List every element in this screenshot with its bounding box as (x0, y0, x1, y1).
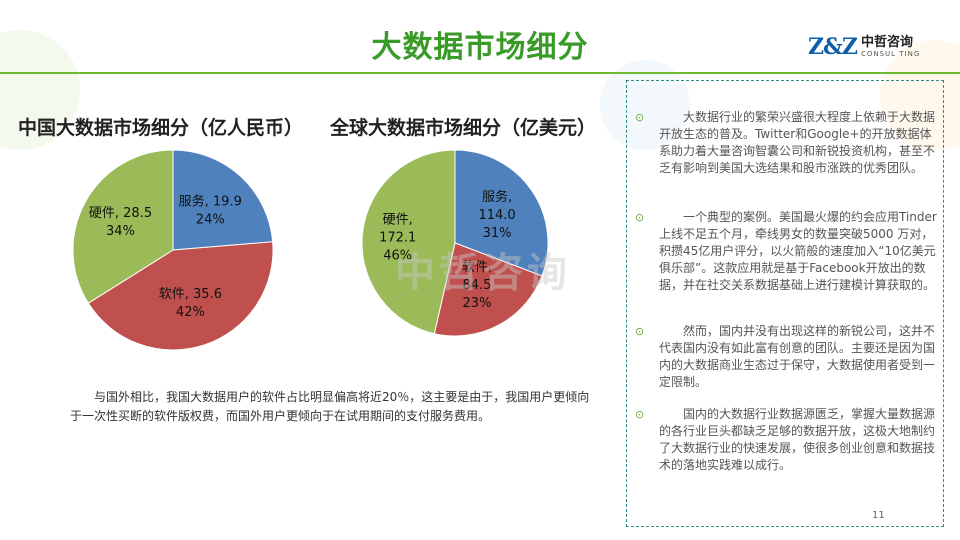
bullet-text: 大数据行业的繁荣兴盛很大程度上依赖于大数据开放生态的普及。Twitter和Goo… (659, 110, 936, 175)
slice-label: 34% (106, 224, 135, 239)
slice-label: 114.0 (478, 208, 515, 223)
slice-label: 23% (463, 296, 492, 311)
slice-label: 软件, 35.6 (159, 287, 222, 302)
pie-slice-service (454, 149, 549, 277)
logo-english-name: CONSUL TING (860, 50, 921, 58)
pie-chart-global: 服务, 114.0 31% 软件, 84.5 23% 硬件, 172.1 46% (361, 149, 549, 337)
chart-title-china: 中国大数据市场细分（亿人民币） (18, 117, 304, 139)
bullet-item: ⊙ 国内的大数据行业数据源匮乏，掌握大量数据源的各行业巨头都缺乏足够的数据开放，… (635, 406, 937, 474)
slice-label: 软件, (462, 260, 492, 275)
bullet-icon: ⊙ (635, 325, 645, 338)
slice-label: 24% (196, 213, 225, 228)
slice-label: 服务, 19.9 (179, 194, 242, 210)
watermark: 中哲咨询 (395, 250, 571, 296)
bullet-text: 国内的大数据行业数据源匮乏，掌握大量数据源的各行业巨头都缺乏足够的数据开放，这极… (659, 407, 936, 472)
pie-slice-hardware (72, 149, 174, 304)
commentary-panel: ⊙ 大数据行业的繁荣兴盛很大程度上依赖于大数据开放生态的普及。Twitter和G… (626, 80, 944, 527)
logo-mark: Z&Z (808, 34, 858, 60)
pie-slice-service (172, 149, 274, 251)
title-divider (0, 72, 960, 74)
slice-label: 31% (483, 226, 512, 241)
slice-label: 硬件, 28.5 (89, 206, 152, 221)
bullet-icon: ⊙ (635, 111, 645, 124)
pie-slice-software (87, 241, 274, 351)
bullet-icon: ⊙ (635, 408, 645, 421)
slice-label: 42% (176, 305, 205, 320)
logo-chinese-name: 中哲咨询 (860, 35, 913, 50)
company-logo: Z&Z 中哲咨询 CONSUL TING (808, 34, 920, 60)
chart-title-global: 全球大数据市场细分（亿美元） (330, 117, 597, 139)
slice-label: 84.5 (463, 278, 492, 293)
analysis-paragraph: 与国外相比，我国大数据用户的软件占比明显偏高将近20％，这主要是由于，我国用户更… (70, 390, 590, 423)
page-title: 大数据市场细分 (371, 30, 589, 65)
bullet-text: 然而，国内并没有出现这样的新锐公司，这并不代表国内没有如此富有创意的团队。主要还… (659, 324, 936, 389)
bullet-text: 一个典型的案例。美国最火爆的约会应用Tinder上线不足五个月，牵线男女的数量突… (659, 210, 937, 292)
slice-label: 硬件, (383, 213, 413, 228)
pie-chart-china: 服务, 19.9 24% 软件, 35.6 42% 硬件, 28.5 34% (72, 149, 274, 351)
slice-label: 46% (383, 249, 412, 264)
pie-slice-hardware (361, 149, 456, 335)
pie-slice-software (433, 242, 543, 337)
bullet-item: ⊙ 大数据行业的繁荣兴盛很大程度上依赖于大数据开放生态的普及。Twitter和G… (635, 109, 937, 177)
background-decoration (600, 60, 690, 150)
background-decoration (880, 40, 960, 150)
bullet-item: ⊙ 然而，国内并没有出现这样的新锐公司，这并不代表国内没有如此富有创意的团队。主… (635, 323, 937, 391)
bullet-icon: ⊙ (635, 211, 645, 224)
page-number: 11 (872, 510, 885, 521)
slice-label: 172.1 (379, 231, 416, 246)
bullet-item: ⊙ 一个典型的案例。美国最火爆的约会应用Tinder上线不足五个月，牵线男女的数… (635, 209, 937, 294)
slice-label: 服务, (482, 189, 512, 205)
